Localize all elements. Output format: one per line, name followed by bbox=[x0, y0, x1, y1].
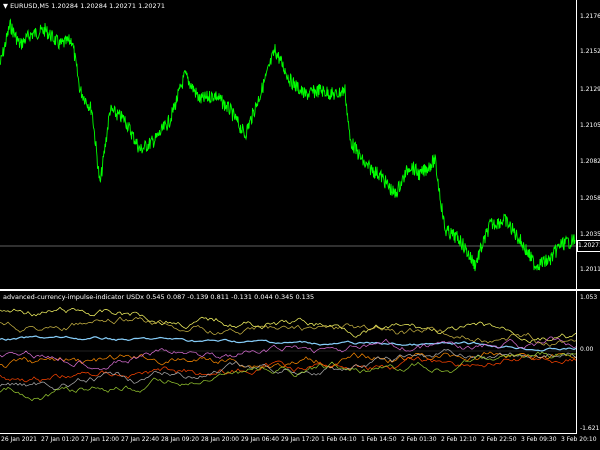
price-axis-label: 1.20585 bbox=[580, 195, 600, 202]
price-chart[interactable] bbox=[0, 0, 576, 290]
indicator-series-line bbox=[0, 316, 576, 347]
chart-header: ▼ EURUSD,M5 1.20284 1.20284 1.20271 1.20… bbox=[3, 2, 165, 10]
time-axis-label: 29 Jan 17:20 bbox=[281, 436, 319, 443]
ohlc-values: 1.20284 1.20284 1.20271 1.20271 bbox=[51, 2, 165, 10]
current-price-label: 1.20271 bbox=[577, 240, 600, 252]
indicator-axis-zero: 0.00 bbox=[580, 346, 594, 353]
indicator-chart[interactable] bbox=[0, 291, 576, 433]
time-axis-label: 3 Feb 20:10 bbox=[561, 436, 597, 443]
indicator-name: advanced-currency-impulse-indicator bbox=[3, 293, 125, 301]
time-axis-label: 28 Jan 20:00 bbox=[201, 436, 239, 443]
price-axis-label: 1.21525 bbox=[580, 48, 600, 55]
time-axis-label: 26 Jan 2021 bbox=[1, 436, 37, 443]
chart-collapse-icon[interactable]: ▼ bbox=[3, 2, 8, 10]
indicator-series-line bbox=[0, 349, 576, 391]
price-axis-label: 1.21290 bbox=[580, 86, 600, 93]
price-axis-label: 1.21055 bbox=[580, 122, 600, 129]
time-axis-label: 29 Jan 06:40 bbox=[241, 436, 279, 443]
time-axis-label: 27 Jan 01:20 bbox=[41, 436, 79, 443]
time-axis-label: 28 Jan 09:20 bbox=[161, 436, 199, 443]
price-axis-label: 1.20115 bbox=[580, 266, 600, 273]
time-axis-label: 2 Feb 12:10 bbox=[441, 436, 477, 443]
time-axis-label: 27 Jan 12:00 bbox=[81, 436, 119, 443]
symbol-timeframe: EURUSD,M5 bbox=[10, 2, 50, 10]
time-axis-label: 1 Feb 04:10 bbox=[321, 436, 357, 443]
time-axis-label: 27 Jan 22:40 bbox=[121, 436, 159, 443]
price-axis-label: 1.21760 bbox=[580, 13, 600, 20]
time-axis-label: 2 Feb 22:50 bbox=[481, 436, 517, 443]
time-axis-border bbox=[0, 433, 577, 434]
indicator-axis-max: 1.053 bbox=[580, 294, 598, 301]
price-series-line bbox=[0, 18, 576, 272]
indicator-series-line bbox=[0, 336, 576, 371]
time-axis-label: 1 Feb 14:50 bbox=[361, 436, 397, 443]
indicator-values: USDx 0.545 0.087 -0.139 0.811 -0.131 0.0… bbox=[126, 293, 315, 301]
indicator-series-line bbox=[0, 335, 576, 352]
indicator-series-line bbox=[0, 306, 576, 344]
indicator-axis-min: -1.621 bbox=[580, 425, 600, 432]
time-axis-label: 3 Feb 09:30 bbox=[521, 436, 557, 443]
indicator-header: advanced-currency-impulse-indicator USDx… bbox=[3, 293, 314, 301]
indicator-series-line bbox=[0, 354, 576, 383]
indicator-series-line bbox=[0, 351, 576, 402]
indicator-series-line bbox=[0, 351, 576, 369]
price-axis-border bbox=[576, 0, 577, 434]
price-axis-label: 1.20820 bbox=[580, 158, 600, 165]
time-axis-label: 2 Feb 01:30 bbox=[401, 436, 437, 443]
pane-separator[interactable] bbox=[0, 289, 600, 291]
price-axis-label: 1.20350 bbox=[580, 231, 600, 238]
